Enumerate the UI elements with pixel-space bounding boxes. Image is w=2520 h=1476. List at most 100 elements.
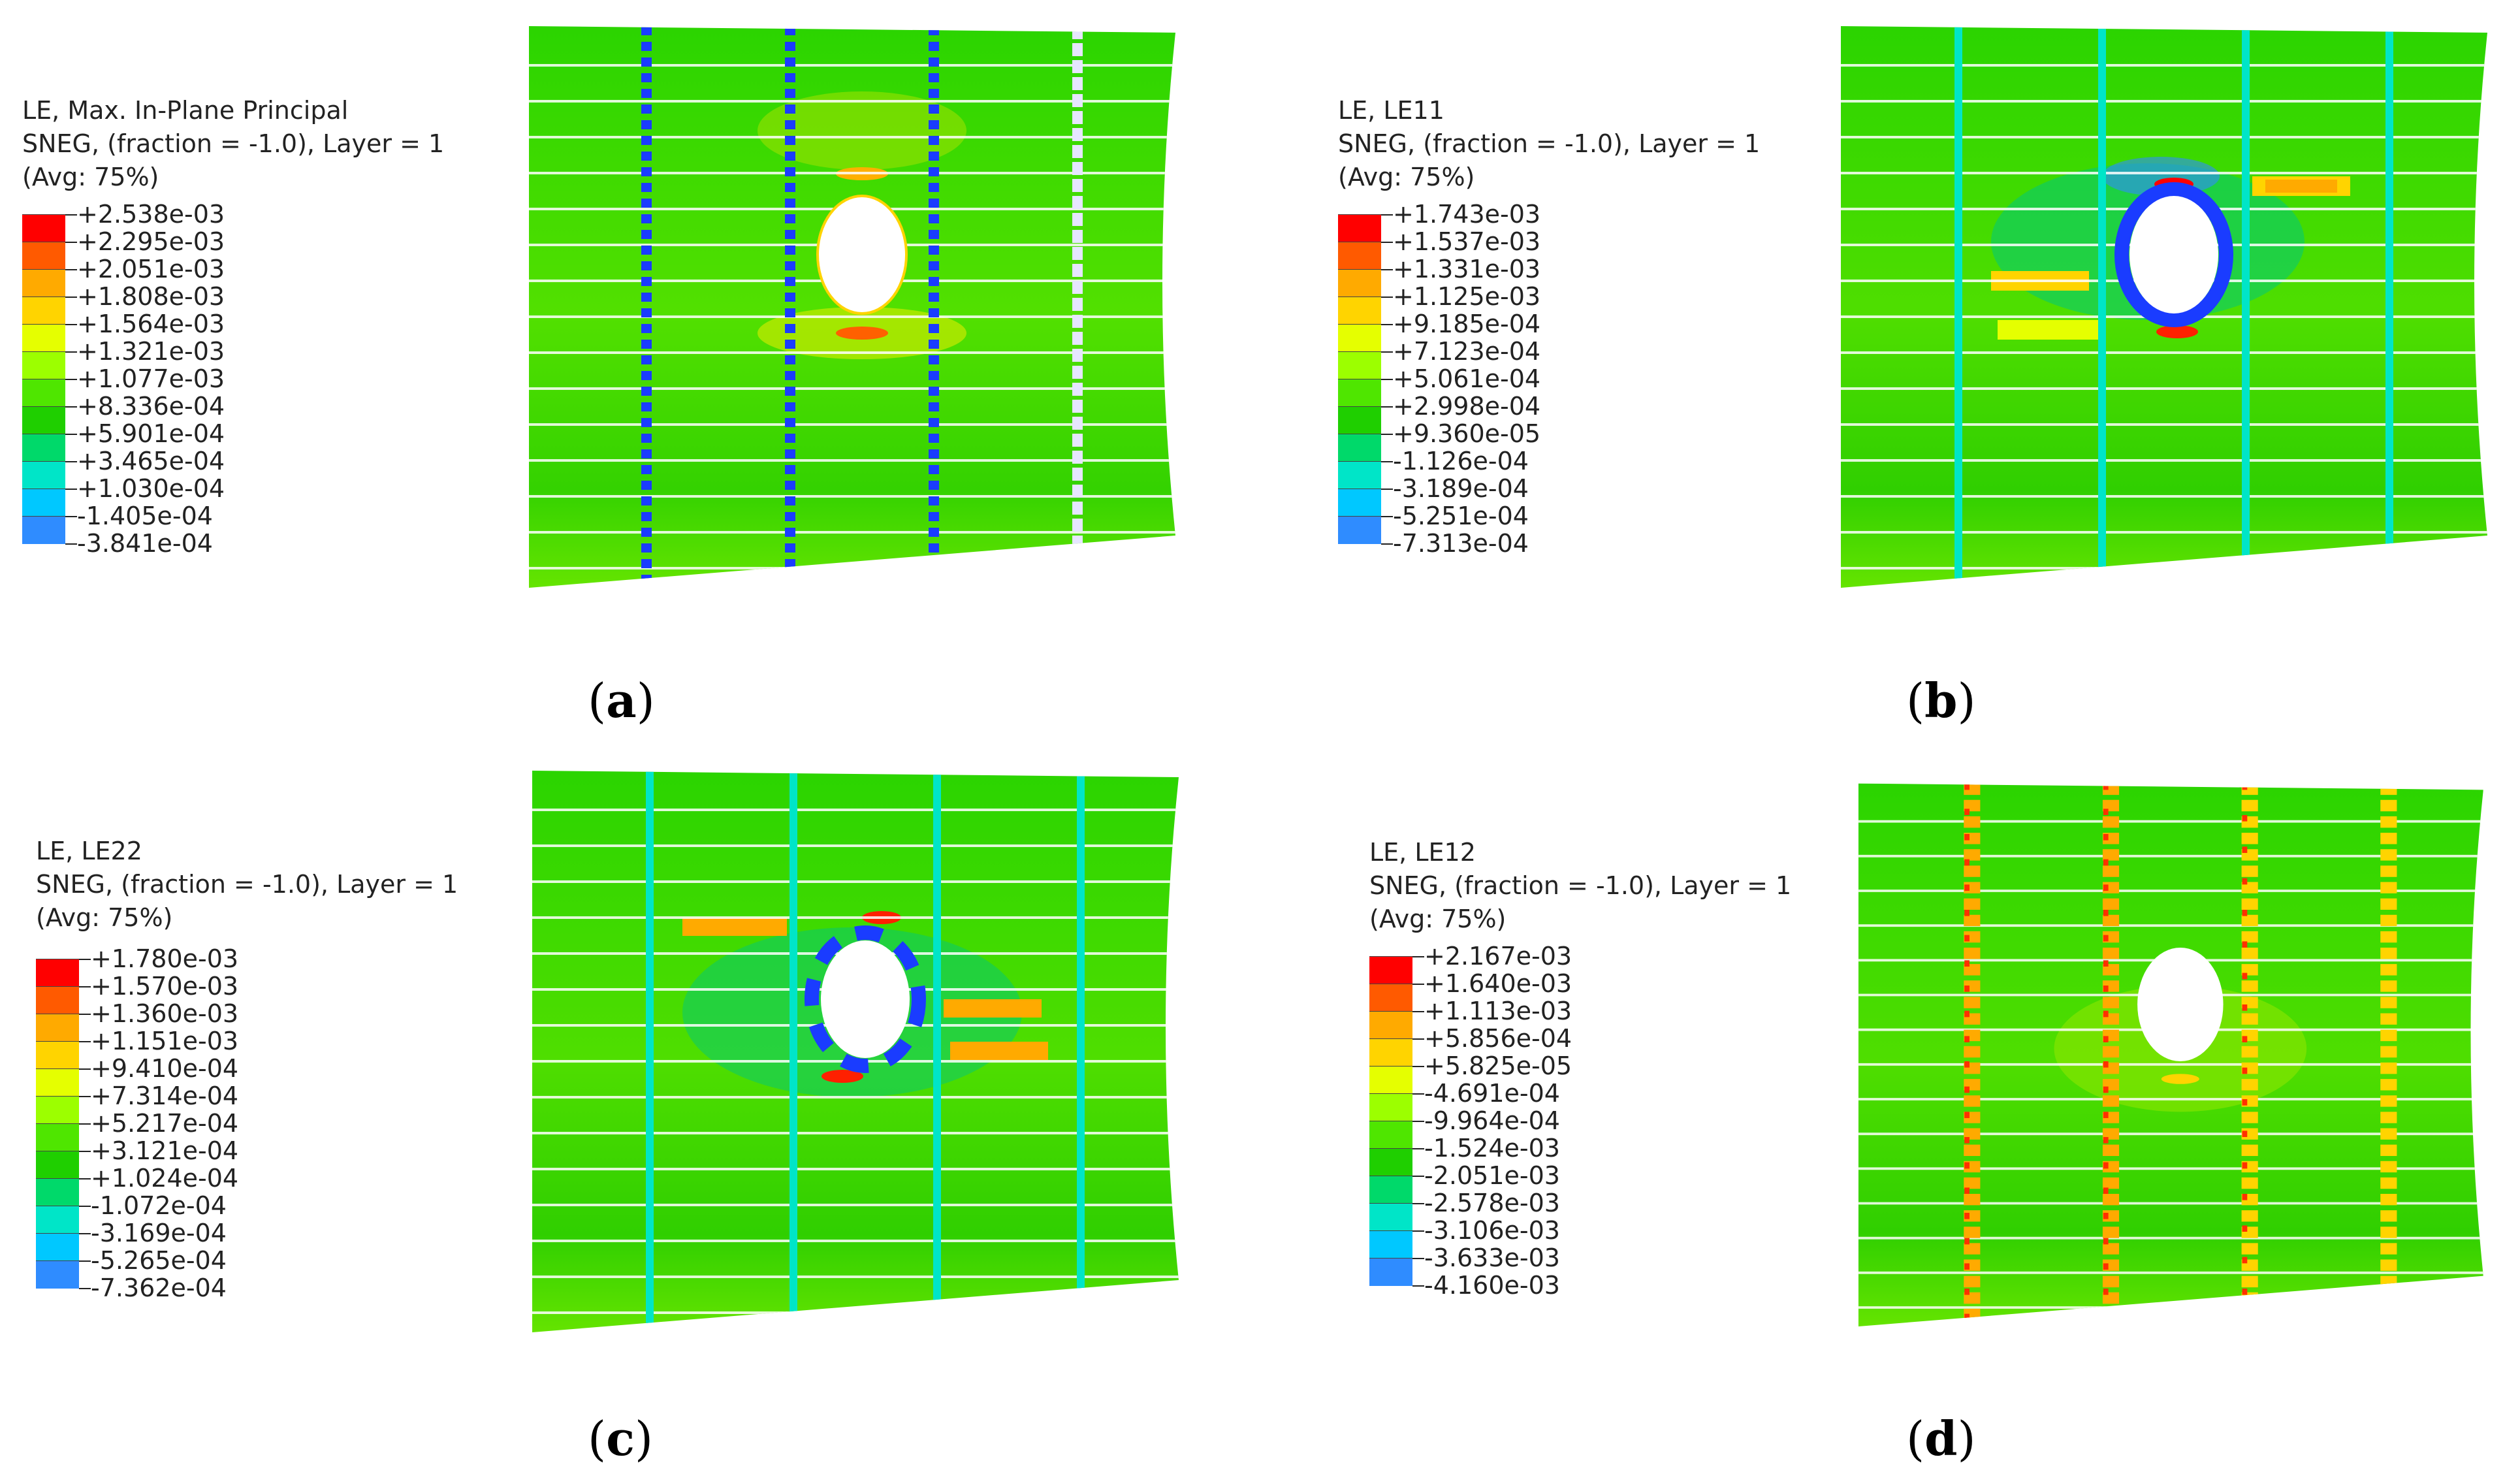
scale-value: +5.825e-05 [1424, 1051, 1572, 1080]
legend: LE, LE22 SNEG, (fraction = -1.0), Layer … [36, 835, 458, 935]
scale-tick [65, 297, 77, 298]
scale-tick [79, 1178, 91, 1179]
legend-subtitle: SNEG, (fraction = -1.0), Layer = 1 [1369, 871, 1792, 900]
scale-value: +5.061e-04 [1393, 364, 1541, 393]
color-swatch [1369, 1011, 1412, 1039]
scale-tick [79, 1123, 91, 1125]
scale-tick [1381, 516, 1393, 517]
color-swatch [22, 242, 65, 270]
color-swatch [1369, 1066, 1412, 1094]
color-swatch [1338, 269, 1381, 297]
scale-value: +1.077e-03 [77, 364, 225, 393]
color-swatch [1338, 406, 1381, 434]
contour-plot [1858, 783, 2483, 1326]
scale-tick [79, 1096, 91, 1097]
color-swatch [36, 1041, 79, 1069]
scale-tick [1412, 1066, 1424, 1067]
scale-tick [65, 324, 77, 325]
scale-value: +3.465e-04 [77, 447, 225, 475]
scale-value: -1.072e-04 [91, 1191, 227, 1220]
scale-value: -1.524e-03 [1424, 1134, 1560, 1163]
scale-value: -2.051e-03 [1424, 1161, 1560, 1190]
color-swatch [1338, 351, 1381, 379]
scale-value: +2.051e-03 [77, 255, 225, 283]
color-swatch [36, 1233, 79, 1261]
scale-value: +1.125e-03 [1393, 282, 1541, 311]
scale-tick [1412, 956, 1424, 957]
color-swatch [1338, 214, 1381, 242]
color-scale: +2.538e-03 +2.295e-03 +2.051e-03 +1.808e-03… [22, 201, 296, 558]
color-swatch [36, 986, 79, 1014]
legend-avg: (Avg: 75%) [1369, 905, 1507, 933]
legend-subtitle: SNEG, (fraction = -1.0), Layer = 1 [22, 129, 445, 158]
scale-tick [1412, 1285, 1424, 1287]
color-swatch [22, 516, 65, 544]
scale-tick [79, 1260, 91, 1262]
scale-tick [1381, 543, 1393, 545]
color-swatch [22, 269, 65, 297]
scale-tick [65, 516, 77, 517]
color-swatch [22, 489, 65, 517]
color-scale: +1.743e-03 +1.537e-03 +1.331e-03 +1.125e-03… [1338, 201, 1612, 557]
legend-title: LE, LE12 [1369, 838, 1476, 867]
scale-tick [1381, 461, 1393, 462]
scale-value: +1.640e-03 [1424, 969, 1572, 998]
scale-value: +2.295e-03 [77, 227, 225, 256]
color-swatch [1369, 1038, 1412, 1067]
color-swatch [1338, 516, 1381, 544]
scale-value: +5.217e-04 [91, 1109, 239, 1138]
legend: LE, Max. In-Plane Principal SNEG, (fract… [22, 94, 444, 194]
color-swatch [36, 959, 79, 987]
scale-value: -5.251e-04 [1393, 502, 1529, 530]
scale-value: +5.901e-04 [77, 419, 225, 448]
scale-tick [79, 1206, 91, 1207]
scale-tick [1381, 406, 1393, 408]
legend-avg: (Avg: 75%) [22, 163, 159, 191]
scale-value: +2.998e-04 [1393, 392, 1541, 421]
color-swatch [1338, 379, 1381, 407]
scale-tick [1381, 297, 1393, 298]
color-swatch [22, 351, 65, 379]
legend-subtitle: SNEG, (fraction = -1.0), Layer = 1 [1338, 129, 1761, 158]
scale-value: +1.564e-03 [77, 310, 225, 338]
scale-tick [1412, 1258, 1424, 1259]
scale-value: +2.538e-03 [77, 200, 225, 229]
scale-tick [79, 986, 91, 987]
scale-value: +1.360e-03 [91, 999, 239, 1028]
scale-value: +1.321e-03 [77, 337, 225, 366]
color-swatch [1338, 434, 1381, 462]
color-swatch [36, 1068, 79, 1097]
scale-tick [1412, 1121, 1424, 1122]
scale-tick [65, 543, 77, 545]
scale-tick [79, 1233, 91, 1234]
scale-tick [1381, 324, 1393, 325]
legend-avg: (Avg: 75%) [36, 903, 173, 932]
scale-tick [65, 242, 77, 243]
scale-value: -4.691e-04 [1424, 1079, 1560, 1108]
scale-value: +1.743e-03 [1393, 200, 1541, 229]
scale-tick [1412, 1148, 1424, 1149]
scale-value: -3.189e-04 [1393, 474, 1529, 503]
color-swatch [36, 1014, 79, 1042]
color-swatch [22, 406, 65, 434]
scale-value: +1.537e-03 [1393, 227, 1541, 256]
scale-tick [79, 1151, 91, 1152]
scale-value: +1.024e-04 [91, 1164, 239, 1193]
caption: (d) [1906, 1411, 1976, 1466]
panel-c: LE, LE22 SNEG, (fraction = -1.0), Layer … [0, 738, 1260, 1476]
legend-title: LE, Max. In-Plane Principal [22, 96, 349, 125]
scale-value: +1.780e-03 [91, 944, 239, 973]
scale-tick [65, 351, 77, 353]
scale-tick [79, 1288, 91, 1289]
color-swatch [1338, 489, 1381, 517]
caption: (b) [1906, 673, 1976, 728]
color-swatch [36, 1260, 79, 1289]
scale-value: -3.841e-04 [77, 529, 213, 558]
scale-value: -3.169e-04 [91, 1219, 227, 1247]
color-swatch [22, 297, 65, 325]
caption: (c) [588, 1411, 654, 1466]
color-swatch [22, 461, 65, 489]
contour-plot [1841, 26, 2487, 588]
contour-plot [532, 771, 1179, 1332]
color-swatch [22, 214, 65, 242]
